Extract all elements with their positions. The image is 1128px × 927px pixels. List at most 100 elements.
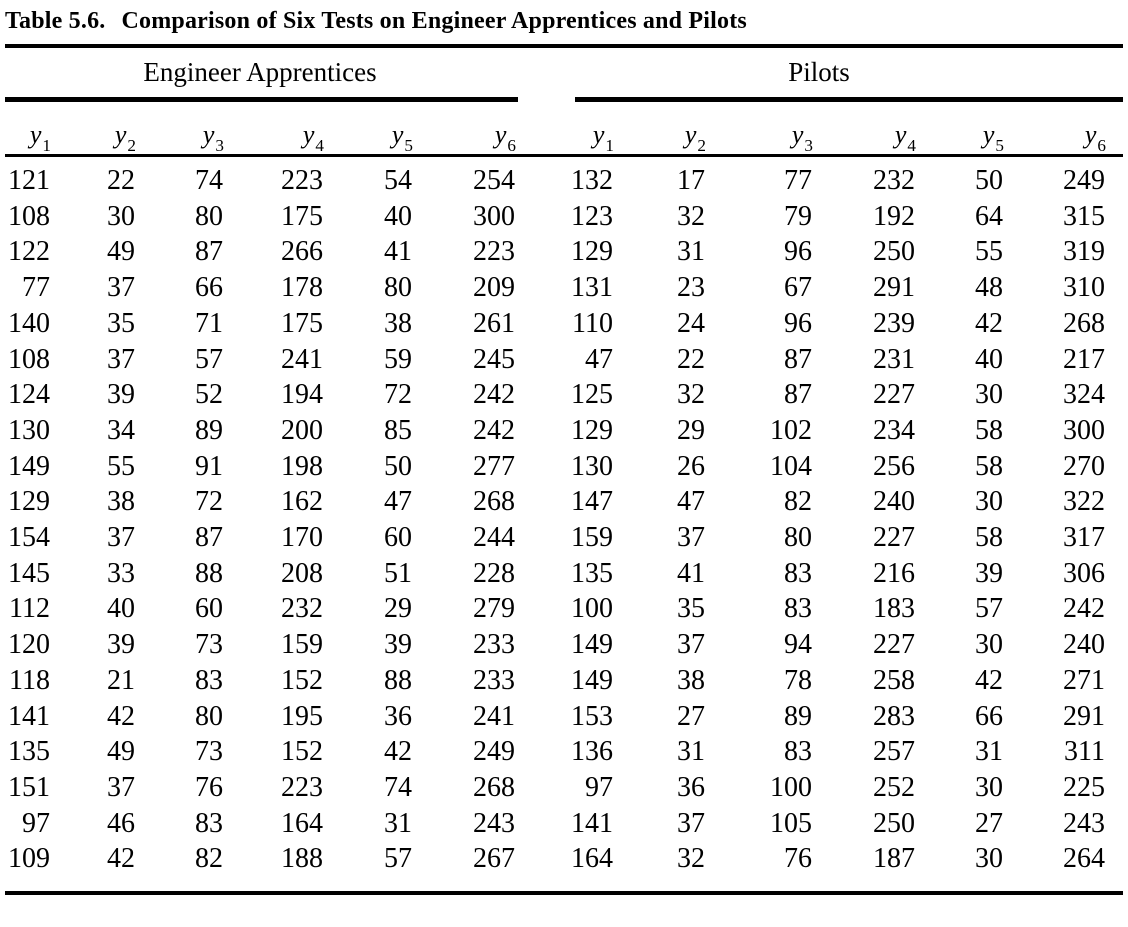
table-cell: 40 [975,343,1003,375]
column-header-engineer_apprentices-y1: y1 [29,120,51,156]
table-cell: 51 [384,557,412,589]
table-cell: 240 [873,486,915,518]
table-cell: 178 [281,272,323,304]
table-cell: 17 [677,165,705,196]
table-cell: 77 [784,165,812,196]
table-cell: 36 [384,700,412,732]
table-cell: 315 [1063,200,1105,232]
table-cell: 231 [873,343,915,375]
table-cell: 256 [873,450,915,482]
table-cell: 310 [1063,272,1105,304]
table-cell: 54 [384,165,412,196]
table-cell: 32 [677,200,705,232]
table-cell: 122 [8,236,50,268]
column-header-pilots-y2: y2 [684,120,706,156]
table-cell: 23 [677,272,705,304]
table-cell: 30 [975,843,1003,875]
table-cell: 85 [384,414,412,446]
table-cell: 198 [281,450,323,482]
table-cell: 241 [281,343,323,375]
table-cell: 83 [784,736,812,768]
table-cell: 48 [975,272,1003,304]
column-header-engineer_apprentices-y3: y3 [202,120,224,156]
table-cell: 242 [473,379,515,411]
table-cell: 50 [384,450,412,482]
table-cell: 135 [8,736,50,768]
table-cell: 194 [281,379,323,411]
table-cell: 72 [195,486,223,518]
table-cell: 39 [384,629,412,661]
group-header-engineer-apprentices: Engineer Apprentices [143,57,377,87]
table-cell: 82 [784,486,812,518]
table-cell: 258 [873,664,915,696]
table-cell: 94 [784,629,812,661]
column-header-engineer_apprentices-y6: y6 [494,120,516,156]
table-cell: 268 [473,486,515,518]
table-cell: 89 [195,414,223,446]
table-cell: 58 [975,522,1003,554]
table-cell: 300 [473,200,515,232]
table-cell: 74 [195,165,223,196]
table-cell: 141 [571,807,613,839]
table-cell: 135 [571,557,613,589]
header-rule [5,154,1123,157]
table-cell: 216 [873,557,915,589]
table-cell: 96 [784,236,812,268]
table-cell: 96 [784,307,812,339]
table-cell: 102 [770,414,812,446]
table-cell: 110 [572,307,613,339]
table-cell: 105 [770,807,812,839]
table-cell: 80 [195,700,223,732]
table-cell: 83 [195,664,223,696]
table-cell: 91 [195,450,223,482]
table-cell: 250 [873,807,915,839]
table-cell: 88 [195,557,223,589]
table-cell: 30 [975,379,1003,411]
table-cell: 38 [677,664,705,696]
table-cell: 268 [1063,307,1105,339]
table-cell: 42 [975,307,1003,339]
table-cell: 39 [107,629,135,661]
table-cell: 311 [1064,736,1105,768]
table-cell: 152 [281,664,323,696]
column-header-engineer_apprentices-y2: y2 [114,120,136,156]
table-cell: 130 [8,414,50,446]
table-cell: 31 [384,807,412,839]
table-cell: 37 [107,522,135,554]
engineer-apprentices-underline [5,97,518,102]
table-cell: 125 [571,379,613,411]
table-cell: 47 [585,343,613,375]
table-cell: 109 [8,843,50,875]
table-cell: 87 [195,236,223,268]
table-cell: 30 [975,629,1003,661]
table-cell: 37 [677,807,705,839]
table-cell: 37 [677,522,705,554]
table-cell: 223 [281,771,323,803]
column-header-pilots-y3: y3 [791,120,813,156]
table-cell: 37 [107,343,135,375]
column-header-pilots-y5: y5 [982,120,1004,156]
table-cell: 58 [975,414,1003,446]
table-cell: 80 [195,200,223,232]
table-cell: 21 [107,664,135,696]
table-cell: 132 [571,165,613,196]
table-cell: 130 [571,450,613,482]
table-cell: 291 [1063,700,1105,732]
table-cell: 78 [784,664,812,696]
table-cell: 97 [22,807,50,839]
table-cell: 42 [975,664,1003,696]
table-cell: 159 [571,522,613,554]
table-cell: 131 [571,272,613,304]
table-cell: 50 [975,165,1003,196]
table-cell: 249 [473,736,515,768]
table-cell: 104 [770,450,812,482]
table-cell: 87 [784,379,812,411]
table-cell: 250 [873,236,915,268]
table-cell: 77 [22,272,50,304]
table-cell: 120 [8,629,50,661]
table-cell: 100 [571,593,613,625]
top-rule [5,44,1123,48]
table-cell: 227 [873,522,915,554]
table-cell: 36 [677,771,705,803]
